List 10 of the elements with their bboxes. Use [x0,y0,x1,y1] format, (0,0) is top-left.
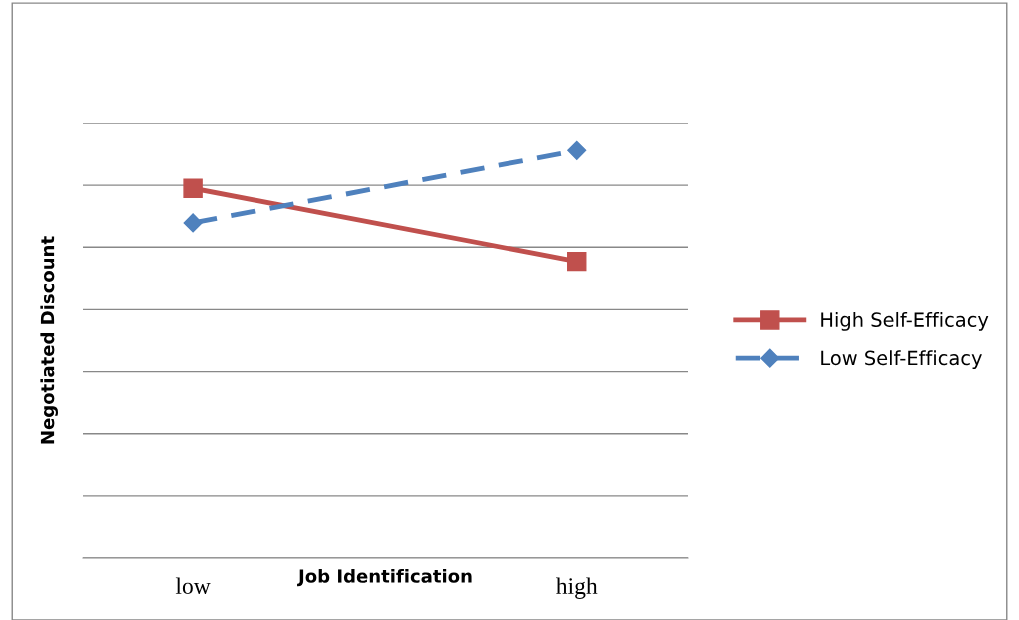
legend-label: High Self-Efficacy [821,311,989,331]
legend-label: Low Self-Efficacy [821,350,982,370]
point [183,178,203,198]
x-tick-label: high [555,577,598,599]
y-axis-title: Negotiated Discount [40,236,58,444]
x-axis-title: Job Identification [297,568,472,587]
point [567,140,587,160]
point [183,213,203,233]
x-tick-label: low [175,577,211,595]
point [567,251,587,272]
